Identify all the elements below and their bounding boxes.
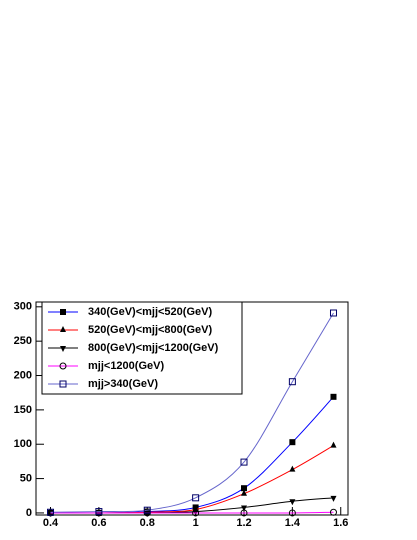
- series-line: [50, 445, 334, 514]
- marker: [329, 309, 337, 317]
- legend-label: 340(GeV)<mjj<520(GeV): [88, 306, 212, 318]
- y-tick-label: 200: [14, 369, 32, 381]
- legend-label: mjj<1200(GeV): [88, 360, 164, 372]
- marker: [143, 506, 151, 514]
- marker: [241, 505, 247, 512]
- series-line: [50, 511, 334, 514]
- marker: [240, 509, 248, 517]
- marker: [60, 346, 66, 352]
- marker: [330, 393, 337, 400]
- marker: [47, 508, 55, 516]
- marker: [59, 380, 67, 388]
- legend-label: 800(GeV)<mjj<1200(GeV): [88, 342, 219, 354]
- x-tick-label: 1: [193, 517, 199, 529]
- marker: [241, 485, 247, 492]
- y-tick-label: 100: [14, 438, 32, 450]
- marker: [95, 508, 103, 516]
- marker: [288, 378, 296, 386]
- y-tick-label: 50: [20, 472, 32, 484]
- y-tick-label: 250: [14, 335, 32, 347]
- marker: [60, 309, 66, 315]
- marker: [192, 494, 200, 502]
- x-tick-label: 1.4: [285, 517, 301, 529]
- marker: [289, 465, 296, 472]
- marker: [329, 508, 337, 516]
- x-tick-label: 1.6: [333, 517, 348, 529]
- marker: [289, 439, 296, 446]
- marker: [289, 499, 296, 506]
- marker: [288, 509, 296, 517]
- x-tick-label: 0.6: [91, 517, 106, 529]
- y-tick-label: 0: [26, 507, 32, 519]
- marker: [59, 362, 67, 370]
- marker: [240, 458, 248, 466]
- x-tick-label: 0.4: [43, 517, 59, 529]
- legend-label: 520(GeV)<mjj<800(GeV): [88, 324, 212, 336]
- marker: [330, 441, 337, 448]
- legend: 340(GeV)<mjj<520(GeV) 520(GeV)<mjj<800(Ge…: [41, 301, 243, 395]
- series-line: [50, 396, 334, 514]
- marker: [241, 489, 247, 496]
- y-tick-label: 150: [14, 404, 32, 416]
- marker: [330, 495, 337, 502]
- y-tick-label: 300: [14, 301, 32, 313]
- x-tick-label: 1.2: [236, 517, 251, 529]
- x-tick-label: 0.8: [140, 517, 155, 529]
- marker: [192, 509, 200, 517]
- marker: [60, 326, 66, 332]
- legend-label: mjj>340(GeV): [88, 378, 158, 390]
